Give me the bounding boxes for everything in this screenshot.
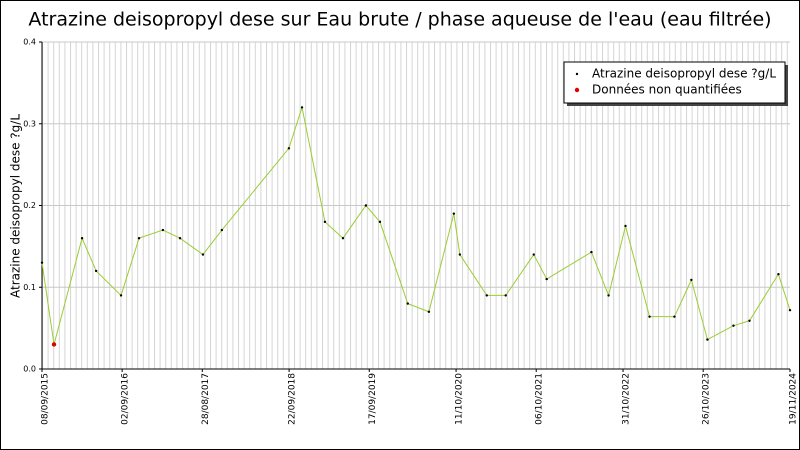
legend-marker	[574, 87, 580, 93]
point	[364, 204, 368, 207]
point	[51, 342, 57, 347]
point	[287, 147, 291, 150]
x-tick-label: 06/10/2021	[535, 373, 545, 425]
point	[648, 315, 651, 318]
x-tick-label: 08/09/2015	[41, 373, 51, 425]
y-tick-label: 0.4	[23, 38, 36, 47]
x-tick-label: 28/08/2017	[201, 373, 211, 425]
point	[706, 338, 709, 341]
x-tick-label: 02/09/2016	[121, 373, 131, 425]
legend-label: Données non quantifiées	[592, 83, 742, 97]
chart-title: Atrazine deisopropyl dese sur Eau brute …	[28, 9, 771, 31]
point	[788, 308, 792, 312]
point	[300, 106, 304, 109]
point	[161, 228, 165, 232]
point	[427, 310, 431, 313]
point	[748, 319, 751, 322]
point	[323, 220, 327, 224]
point	[504, 294, 507, 297]
x-tick-label: 19/11/2024	[789, 373, 799, 425]
point	[673, 315, 676, 318]
point	[220, 228, 224, 232]
point	[119, 294, 123, 297]
x-tick-label: 26/10/2023	[702, 373, 712, 425]
x-tick-label: 11/10/2020	[455, 373, 465, 425]
x-tick-label: 31/10/2022	[622, 373, 632, 425]
point	[485, 294, 488, 297]
point	[452, 212, 456, 215]
point	[777, 272, 780, 276]
point	[690, 278, 693, 282]
point	[732, 324, 735, 327]
point	[80, 237, 84, 240]
legend-marker	[575, 72, 579, 76]
point	[545, 277, 548, 281]
y-axis-label: Atrazine deisopropyl dese ?g/L	[9, 114, 23, 298]
point	[406, 302, 409, 305]
point	[94, 269, 98, 273]
point	[137, 237, 141, 240]
point	[590, 250, 593, 254]
point	[341, 237, 345, 240]
point	[40, 261, 44, 264]
y-tick-label: 0.1	[23, 283, 36, 292]
point	[607, 294, 610, 297]
y-tick-label: 0.0	[23, 365, 36, 374]
legend-label: Atrazine deisopropyl dese ?g/L	[592, 67, 776, 81]
point	[532, 253, 535, 256]
legend-box	[563, 61, 786, 104]
point	[178, 237, 182, 240]
point	[624, 224, 627, 228]
point	[458, 253, 462, 256]
x-tick-label: 17/09/2019	[368, 373, 378, 425]
y-tick-label: 0.3	[23, 119, 36, 128]
point	[201, 253, 205, 256]
x-tick-label: 22/09/2018	[288, 373, 298, 425]
point	[378, 220, 382, 224]
y-tick-label: 0.2	[23, 201, 36, 210]
